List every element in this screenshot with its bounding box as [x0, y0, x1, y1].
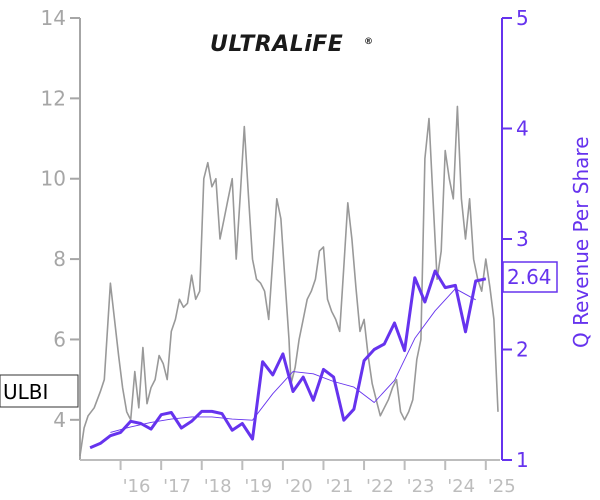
- revenue-trend-line: [110, 288, 476, 433]
- right-axis-title: Q Revenue Per Share: [569, 136, 593, 348]
- left-tick-label: 8: [53, 247, 66, 271]
- x-tick-label: '18: [204, 476, 232, 497]
- right-tick-label: 4: [516, 117, 529, 141]
- right-tick-label: 1: [516, 448, 529, 472]
- x-tick-label: '24: [447, 476, 475, 497]
- company-logo-text: ULTRALiFE: [210, 32, 343, 57]
- x-tick-label: '16: [123, 476, 151, 497]
- x-tick-label: '22: [366, 476, 394, 497]
- x-tick-label: '25: [488, 476, 516, 497]
- x-tick-label: '21: [325, 476, 353, 497]
- ticker-label-box: [0, 374, 79, 408]
- current-value-badge-box: [502, 261, 558, 293]
- x-tick-label: '23: [407, 476, 435, 497]
- left-tick-label: 6: [53, 327, 66, 351]
- company-logo-registered-mark: ®: [364, 37, 374, 47]
- ticker-label: ULBI: [0, 374, 79, 408]
- ticker-label-text: ULBI: [3, 380, 48, 404]
- quarterly-revenue-line: [89, 269, 487, 450]
- stock-price-line: [79, 105, 499, 457]
- right-axis-ticks: 1 2 3 4 5: [502, 6, 529, 472]
- left-tick-label: 14: [41, 6, 66, 30]
- x-tick-label: '19: [244, 476, 272, 497]
- left-tick-label: 10: [41, 167, 66, 191]
- current-value-badge: 2.64: [502, 261, 558, 293]
- left-axis-ticks: 4 6 8 10 12 14: [41, 6, 80, 432]
- series-layer: [79, 105, 499, 457]
- current-value-badge-label: 2.64: [507, 265, 552, 289]
- left-tick-label: 4: [53, 408, 66, 432]
- right-tick-label: 5: [516, 6, 529, 30]
- company-logo: ULTRALiFE ®: [210, 32, 374, 57]
- x-axis-ticks: '16 '17 '18 '19 '20 '21 '22 '23 '24 '25: [119, 460, 516, 497]
- left-tick-label: 12: [41, 86, 66, 110]
- right-tick-label: 2: [516, 338, 529, 362]
- x-tick-label: '17: [163, 476, 191, 497]
- right-tick-label: 3: [516, 227, 529, 251]
- x-tick-label: '20: [285, 476, 313, 497]
